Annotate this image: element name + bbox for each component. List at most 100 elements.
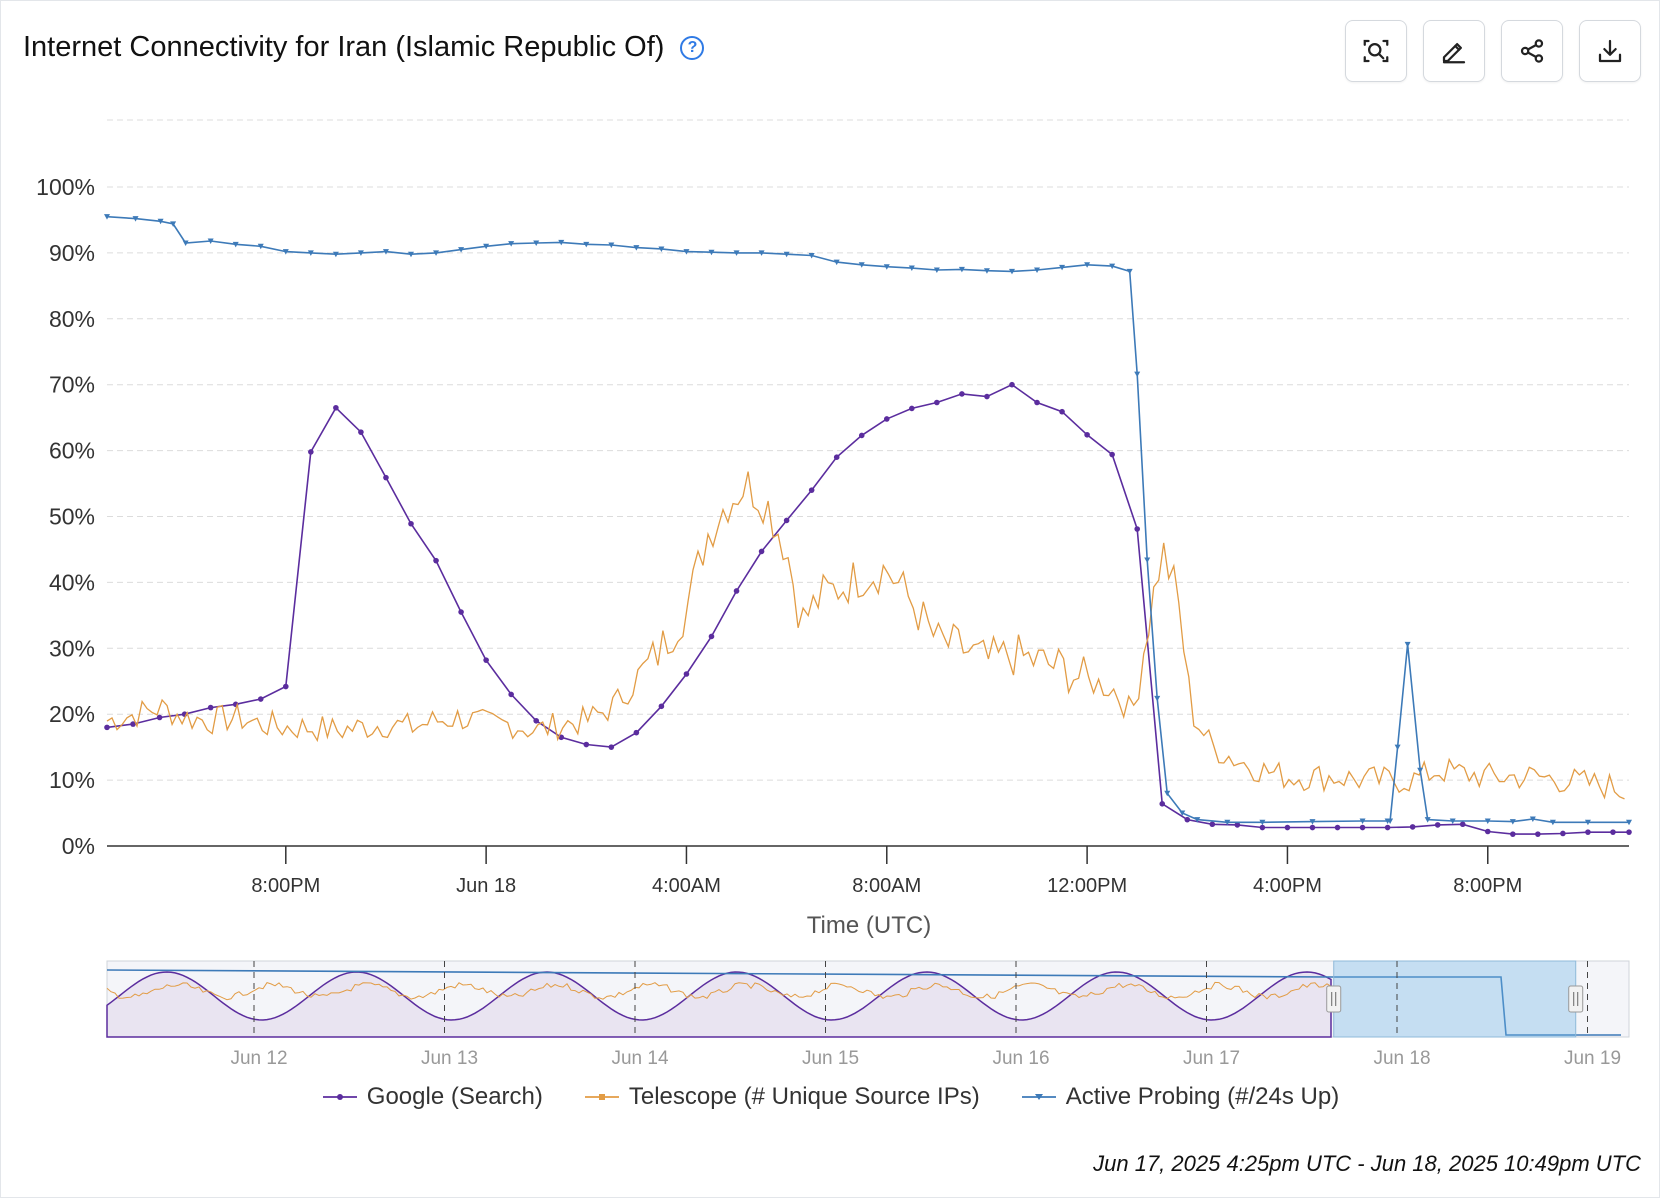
navigator-tick-label: Jun 13 (421, 1048, 478, 1069)
chart-title: Internet Connectivity for Iran (Islamic … (23, 31, 665, 63)
data-point (1424, 817, 1431, 823)
data-point (1034, 399, 1040, 406)
square-marker-icon (584, 1094, 619, 1100)
data-point (1626, 829, 1632, 835)
series-lines (104, 214, 1632, 837)
y-tick-label: 20% (49, 701, 95, 727)
question-circle-icon[interactable]: ? (680, 35, 705, 60)
y-tick-label: 80% (49, 306, 95, 332)
chart-grid (107, 119, 1629, 847)
data-point (357, 250, 364, 256)
data-point (608, 744, 615, 750)
data-point (1224, 819, 1231, 826)
data-point (758, 250, 765, 256)
data-point (1209, 821, 1216, 828)
data-point (1384, 824, 1391, 831)
data-point (608, 242, 615, 248)
data-point (207, 704, 214, 711)
data-point (658, 703, 665, 710)
legend-item[interactable]: Telescope (# Unique Source IPs) (584, 1083, 980, 1111)
time-range-text: Jun 17, 2025 4:25pm UTC - Jun 18, 2025 1… (1093, 1151, 1641, 1176)
data-point (808, 487, 815, 493)
legend-label: Telescope (# Unique Source IPs) (628, 1083, 980, 1110)
data-point (583, 741, 590, 748)
data-point (1164, 790, 1171, 797)
data-point (908, 265, 915, 272)
data-point (156, 714, 163, 721)
share-button[interactable] (1501, 20, 1563, 82)
y-tick-label: 30% (49, 635, 95, 661)
data-point (833, 259, 840, 266)
data-point (1584, 819, 1591, 826)
y-tick-label: 0% (62, 833, 95, 859)
navigator-tick-label: Jun 12 (230, 1048, 287, 1069)
data-point (934, 399, 940, 406)
data-point (1404, 641, 1411, 648)
data-point (1259, 819, 1266, 826)
data-point (583, 241, 590, 248)
data-point (182, 240, 189, 247)
data-point (1126, 268, 1133, 275)
x-axis-ticks: 8:00PM Jun 18 4:00AM 8:00AM 12:00PM 4:00PM 8:0… (251, 846, 1522, 897)
data-point (683, 249, 690, 255)
data-point (332, 251, 339, 258)
data-point (533, 240, 540, 247)
edit-button[interactable] (1423, 20, 1485, 82)
data-point (1109, 451, 1115, 458)
data-point (1184, 816, 1191, 823)
navigator-window (1333, 960, 1577, 1038)
zoom-search-icon (1363, 39, 1389, 63)
data-point (207, 238, 214, 245)
data-point (257, 696, 264, 702)
data-point (1484, 818, 1491, 824)
data-point (708, 633, 715, 640)
triangle-down-marker-icon (1021, 1094, 1056, 1100)
data-point (1409, 824, 1416, 830)
data-point (858, 262, 865, 268)
navigator-handle-right[interactable] (1568, 985, 1584, 1013)
legend-item[interactable]: Active Probing (#/24s Up) (1021, 1083, 1339, 1111)
zoom-button[interactable] (1345, 20, 1407, 82)
series-line (106, 215, 1629, 824)
series-1 (104, 381, 1632, 837)
navigator-handle-left[interactable] (1326, 985, 1342, 1013)
y-tick-label: 90% (49, 240, 95, 266)
x-tick-label: Jun 18 (456, 875, 516, 897)
download-icon (1598, 39, 1622, 63)
navigator-tick-label: Jun 17 (1183, 1048, 1240, 1069)
download-button[interactable] (1579, 20, 1641, 82)
data-point (633, 729, 640, 736)
data-point (157, 218, 164, 225)
data-point (883, 416, 890, 422)
circle-marker-icon (322, 1094, 357, 1100)
data-point (1359, 824, 1366, 831)
data-point (783, 251, 790, 258)
data-point (1459, 821, 1466, 828)
data-point (683, 671, 690, 677)
data-point (1084, 431, 1090, 438)
data-point (783, 517, 790, 524)
y-tick-label: 100% (36, 174, 95, 200)
series-line (106, 383, 1629, 835)
data-point (533, 717, 540, 724)
data-point (307, 250, 314, 256)
y-tick-label: 60% (49, 438, 95, 464)
data-point (708, 249, 715, 256)
data-point (933, 267, 940, 274)
data-point (858, 432, 865, 439)
y-tick-label: 10% (49, 767, 95, 793)
data-point (1626, 819, 1632, 826)
navigator-tick-label: Jun 18 (1373, 1048, 1430, 1069)
data-point (1144, 557, 1151, 563)
connectivity-chart[interactable]: 0% 10% 20% 30% 40% 50% 60% 70% 80% 90% 100% 8:00PM… (1, 101, 1661, 1101)
data-point (1334, 824, 1341, 831)
data-point (1059, 408, 1065, 415)
chart-legend: Google (Search) Telescope (# Unique Sourc… (1, 1083, 1661, 1111)
data-point (308, 449, 314, 455)
data-point (883, 264, 890, 270)
chart-title-row: Internet Connectivity for Iran (Islamic … (23, 31, 705, 64)
data-point (358, 429, 364, 435)
data-point (1394, 744, 1401, 751)
data-point (1284, 824, 1291, 831)
legend-item[interactable]: Google (Search) (322, 1083, 543, 1111)
